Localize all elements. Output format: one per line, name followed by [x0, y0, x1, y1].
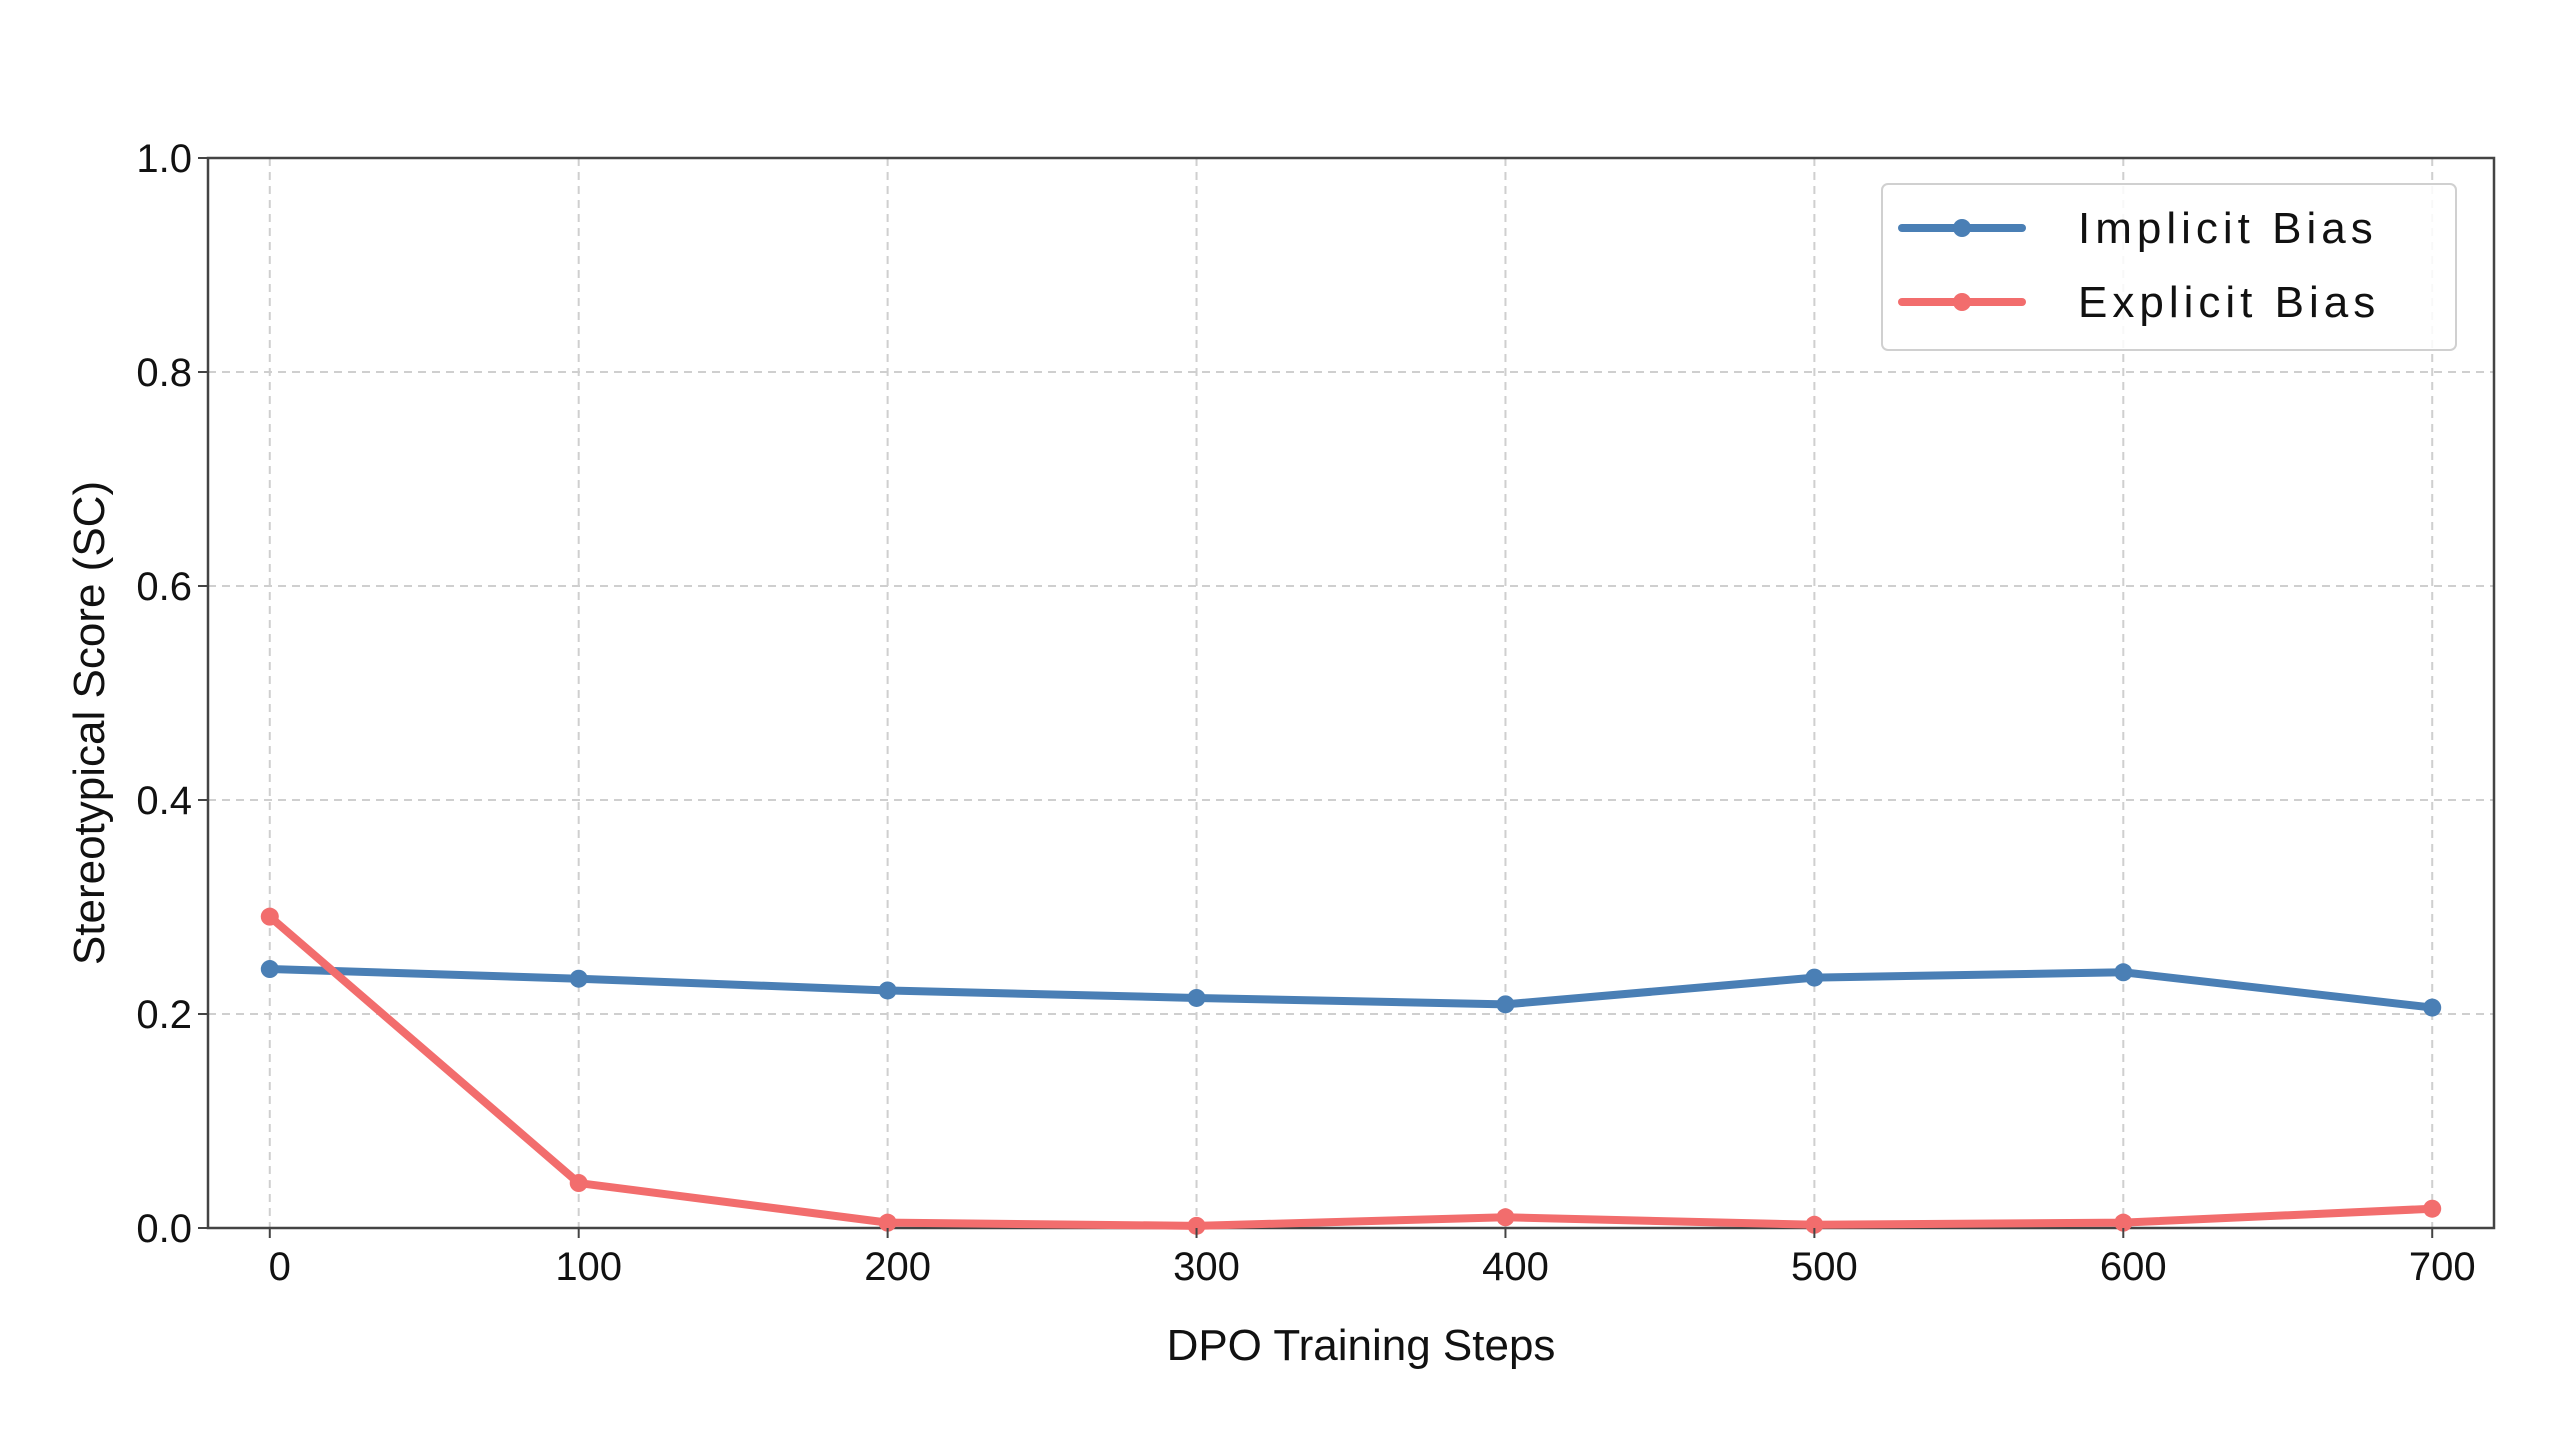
legend: Implicit Bias Explicit Bias — [1881, 183, 2457, 351]
data-point — [878, 981, 897, 1000]
x-tick-label: 0 — [269, 1245, 291, 1289]
legend-swatch-marker — [1953, 293, 1971, 311]
legend-box — [1881, 183, 2457, 351]
data-point — [1187, 988, 1206, 1007]
data-point — [2114, 1213, 2133, 1232]
data-point — [2423, 998, 2442, 1017]
x-tick-label: 200 — [864, 1245, 931, 1289]
legend-entries: Implicit Bias Explicit Bias — [1898, 204, 2380, 327]
x-tick-label: 100 — [555, 1245, 622, 1289]
legend-label: Implicit Bias — [2078, 204, 2378, 253]
x-tick-label: 400 — [1482, 1245, 1549, 1289]
data-point — [1496, 995, 1515, 1014]
grid-layer — [208, 158, 2494, 1228]
y-tick-label: 0.8 — [136, 351, 192, 395]
x-tick-label: 500 — [1791, 1245, 1858, 1289]
series-line — [265, 965, 2437, 1012]
data-point — [569, 1174, 588, 1193]
data-point — [1496, 1208, 1515, 1227]
x-tick-label: 600 — [2100, 1245, 2167, 1289]
data-point — [260, 907, 279, 926]
plot-frame — [206, 156, 2496, 1230]
series-line — [265, 912, 2437, 1230]
y-tick-label: 1.0 — [136, 137, 192, 181]
y-tick-label: 0.4 — [136, 779, 192, 823]
series-layer — [260, 907, 2442, 1235]
data-point — [878, 1213, 897, 1232]
data-point — [2423, 1199, 2442, 1218]
data-point — [1187, 1216, 1206, 1235]
data-point — [1805, 1215, 1824, 1234]
x-axis-label: DPO Training Steps — [1167, 1321, 1556, 1370]
y-tick-label: 0.2 — [136, 993, 192, 1037]
data-point — [260, 960, 279, 979]
y-axis-label: Stereotypical Score (SC) — [65, 481, 114, 965]
x-tick-label: 300 — [1173, 1245, 1240, 1289]
data-point — [2114, 963, 2133, 982]
data-point — [569, 969, 588, 988]
data-point — [1805, 968, 1824, 987]
x-tick-label: 700 — [2409, 1245, 2476, 1289]
legend-label: Explicit Bias — [2078, 278, 2380, 327]
tick-layer: 0 100 200 300 400 500 600 700 0.0 0.2 0.4 0.6 0.8 1.0 — [136, 137, 2475, 1289]
legend-swatch-marker — [1953, 219, 1971, 237]
y-tick-label: 0.0 — [136, 1207, 192, 1251]
y-tick-label: 0.6 — [136, 565, 192, 609]
